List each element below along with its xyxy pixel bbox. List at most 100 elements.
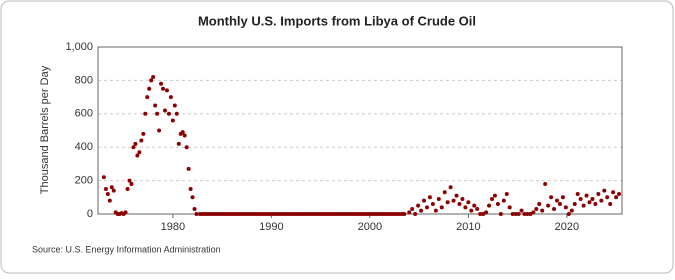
data-point (504, 191, 509, 196)
data-point (103, 186, 108, 191)
data-point (451, 198, 456, 203)
x-tick-label: 1990 (259, 221, 283, 233)
data-point (402, 212, 407, 216)
data-point (174, 111, 179, 116)
data-point (557, 201, 562, 206)
source-note: Source: U.S. Energy Information Administ… (32, 244, 221, 254)
data-point (433, 208, 438, 213)
data-point (581, 203, 586, 208)
data-point (513, 212, 518, 216)
data-point (596, 191, 601, 196)
data-point (147, 86, 152, 91)
data-point (572, 201, 577, 206)
data-point (149, 78, 154, 83)
data-point (602, 188, 607, 193)
data-point (427, 195, 432, 200)
data-point (552, 206, 557, 211)
data-point (422, 198, 427, 203)
data-point (608, 201, 613, 206)
data-point (563, 205, 568, 210)
data-point (487, 203, 492, 208)
data-point (135, 153, 140, 158)
data-point (416, 203, 421, 208)
frame (0, 0, 674, 274)
data-point (159, 81, 164, 86)
data-point (590, 196, 595, 201)
data-point (578, 196, 583, 201)
data-point (475, 206, 480, 211)
y-tick-label: 600 (75, 108, 93, 120)
data-point (489, 196, 494, 201)
x-tick-label: 2000 (358, 221, 382, 233)
data-point (162, 108, 167, 113)
data-point (407, 210, 412, 215)
data-point (481, 212, 486, 216)
data-point (584, 193, 589, 198)
data-point (101, 175, 106, 180)
data-point (157, 128, 162, 133)
data-point (537, 201, 542, 206)
data-point (188, 186, 193, 191)
data-point (143, 111, 148, 116)
data-point (436, 196, 441, 201)
data-point (522, 212, 527, 216)
data-point (593, 201, 598, 206)
data-point (531, 210, 536, 215)
data-point (413, 212, 418, 216)
data-point (194, 212, 199, 216)
data-point (111, 188, 116, 193)
data-point (410, 206, 415, 211)
data-point (510, 212, 515, 216)
data-point (484, 210, 489, 215)
data-point (519, 208, 524, 213)
data-point (129, 181, 134, 186)
data-point (569, 208, 574, 213)
data-point (166, 111, 171, 116)
data-point (161, 86, 166, 91)
data-point (492, 193, 497, 198)
data-point (560, 195, 565, 200)
data-point (190, 195, 195, 200)
data-point (466, 200, 471, 205)
data-point (155, 111, 160, 116)
data-point (107, 198, 112, 203)
data-point (472, 203, 477, 208)
data-point (454, 193, 459, 198)
data-point (445, 200, 450, 205)
data-point (525, 212, 530, 216)
data-point (599, 198, 604, 203)
data-point (478, 212, 483, 216)
data-point (448, 185, 453, 190)
data-point (182, 133, 187, 138)
data-point (543, 181, 548, 186)
data-point (614, 195, 619, 200)
y-tick-label: 0 (87, 208, 93, 220)
data-point (463, 205, 468, 210)
data-point (460, 196, 465, 201)
data-point (495, 201, 500, 206)
chart-title: Monthly U.S. Imports from Libya of Crude… (198, 13, 476, 28)
data-point (501, 198, 506, 203)
data-point (575, 191, 580, 196)
data-point (469, 208, 474, 213)
data-point (617, 191, 622, 196)
y-tick-label: 1,000 (65, 41, 93, 53)
data-point (439, 205, 444, 210)
data-point (498, 212, 503, 216)
y-tick-label: 200 (75, 175, 93, 187)
data-point (611, 190, 616, 195)
data-point (139, 138, 144, 143)
data-point (528, 212, 533, 216)
data-point (170, 118, 175, 123)
data-point (172, 103, 177, 108)
data-point (516, 212, 521, 216)
data-point (151, 75, 156, 80)
y-axis-label: Thousand Barrels per Day (39, 65, 51, 194)
data-point (546, 203, 551, 208)
data-point (540, 208, 545, 213)
data-point (123, 210, 128, 215)
data-point (442, 190, 447, 195)
data-point (125, 186, 130, 191)
data-point (605, 195, 610, 200)
